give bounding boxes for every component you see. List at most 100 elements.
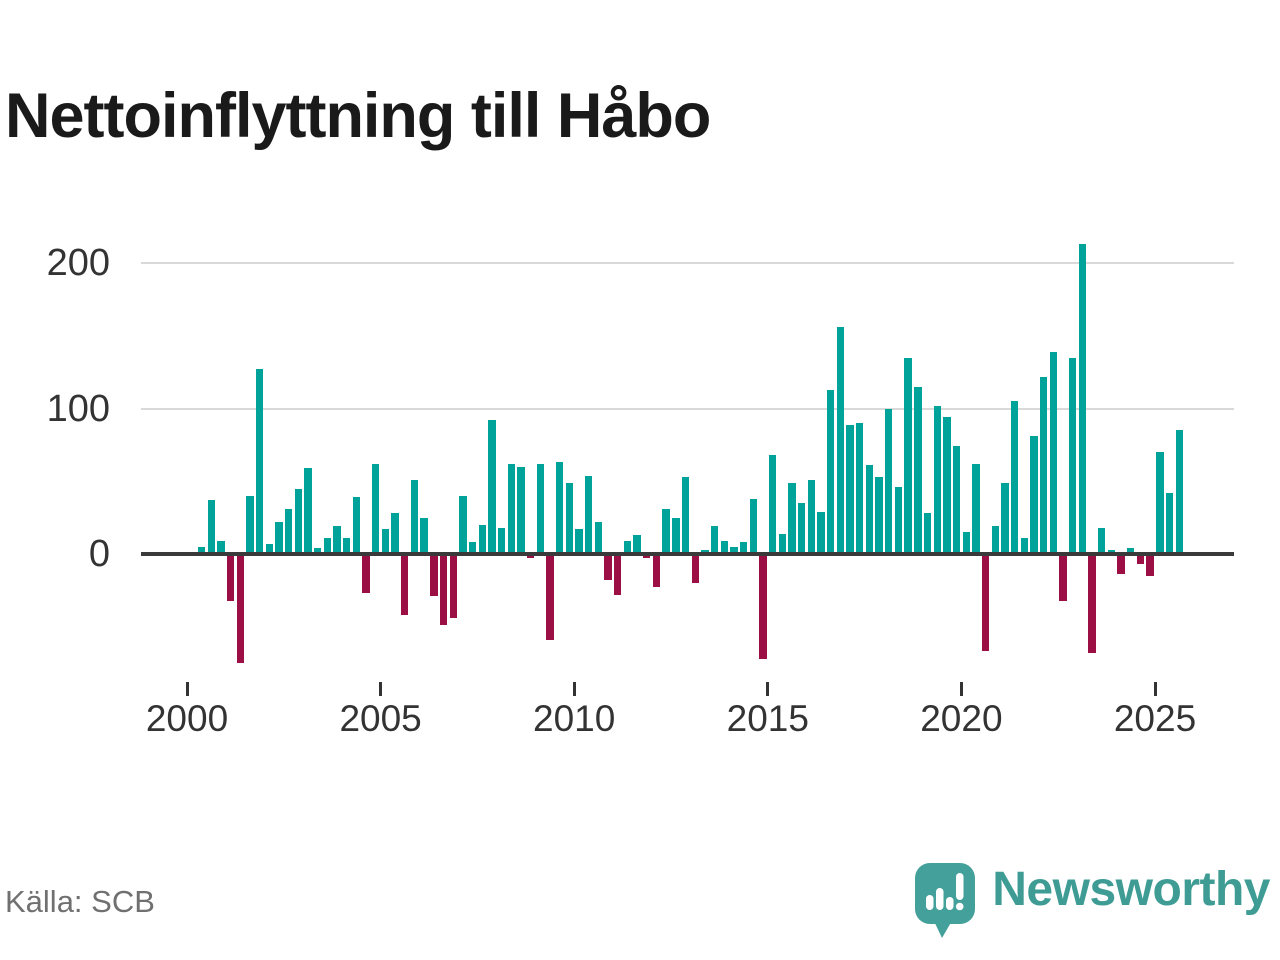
bar (759, 554, 767, 659)
y-axis-label-200: 200 (46, 242, 110, 285)
bar (797, 503, 806, 554)
y-axis-label-100: 100 (46, 387, 110, 430)
bar (1010, 401, 1019, 554)
bar (343, 538, 351, 554)
x-axis-label-2005: 2005 (339, 698, 422, 739)
bar (1117, 554, 1125, 575)
bar (265, 543, 273, 554)
bar (507, 463, 515, 554)
bar (991, 526, 999, 554)
gridline-200 (141, 262, 1234, 265)
bar (197, 546, 206, 554)
x-axis-tick-2020 (959, 682, 963, 696)
bar (604, 554, 612, 581)
gridline-100 (141, 407, 1234, 410)
bar (662, 508, 670, 554)
bar (420, 517, 428, 554)
bar (633, 535, 641, 554)
x-axis-label-2020: 2020 (920, 698, 1003, 739)
bar (575, 529, 583, 554)
bar (1098, 527, 1106, 554)
bar (817, 511, 825, 554)
bar (1030, 436, 1038, 554)
bar (1127, 548, 1135, 554)
bar (555, 462, 564, 554)
bar (672, 517, 680, 554)
bar (430, 554, 438, 597)
bar (217, 540, 225, 554)
bar (372, 463, 380, 554)
bar (1165, 492, 1174, 554)
x-axis-label-2000: 2000 (145, 698, 229, 739)
x-axis-tick-2005 (379, 682, 383, 696)
bar (778, 533, 786, 554)
bar (827, 389, 835, 554)
bar (401, 554, 409, 616)
bar (304, 468, 312, 554)
bar (962, 532, 970, 554)
bar (255, 369, 264, 554)
bar (352, 497, 361, 554)
bar (933, 405, 941, 554)
bar (846, 424, 854, 554)
bar (381, 529, 390, 554)
bar (681, 476, 690, 554)
bar (1069, 357, 1077, 554)
bar (517, 466, 525, 554)
bar (691, 554, 699, 584)
bar (865, 465, 874, 554)
bar (410, 479, 419, 554)
x-axis-tick-2025 (1153, 682, 1157, 696)
bar (236, 554, 244, 663)
bar (313, 548, 322, 554)
newsworthy-wordmark: Newsworthy (992, 863, 1270, 916)
bar (1020, 538, 1028, 554)
bar (730, 546, 738, 554)
bar (459, 495, 467, 554)
source-note: Källa: SCB (5, 884, 155, 919)
bar (497, 527, 506, 554)
chart-title: Nettoinflyttning till Håbo (5, 81, 711, 152)
bar (294, 488, 302, 554)
bar (894, 487, 903, 554)
bar (362, 554, 370, 594)
bar (643, 554, 651, 559)
bar (565, 482, 574, 554)
bar (546, 554, 554, 640)
bar (585, 475, 593, 554)
bar (1088, 554, 1096, 653)
bar (914, 386, 922, 554)
bar (391, 513, 399, 554)
bar (1146, 554, 1154, 576)
bar (943, 417, 951, 554)
bar (526, 554, 535, 559)
bar (856, 423, 864, 554)
bar (468, 542, 477, 554)
y-axis-label-0: 0 (88, 533, 110, 575)
bar (923, 513, 932, 554)
bar (1156, 452, 1164, 554)
x-axis-label-2025: 2025 (1113, 698, 1197, 739)
bar (836, 327, 845, 554)
bar (439, 554, 448, 626)
bar (981, 554, 990, 652)
newsworthy-icon (915, 863, 976, 946)
bar (739, 542, 748, 554)
bar (478, 524, 486, 554)
bar (885, 408, 893, 554)
bar (720, 540, 728, 554)
x-axis-label-2015: 2015 (726, 698, 809, 739)
bar (536, 463, 544, 554)
bar (284, 508, 293, 554)
bar (710, 526, 719, 554)
bar (323, 538, 332, 554)
bar (1049, 351, 1058, 554)
bar (1039, 376, 1048, 554)
bar (1001, 482, 1009, 554)
x-axis-line (141, 551, 1234, 556)
x-axis-tick-2010 (572, 682, 576, 696)
bar (875, 476, 883, 554)
bar (1136, 554, 1145, 565)
bar (972, 463, 980, 554)
